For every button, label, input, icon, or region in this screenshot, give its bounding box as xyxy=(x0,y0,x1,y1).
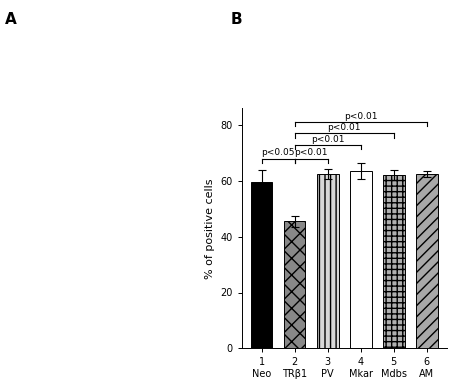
Text: A: A xyxy=(5,12,16,27)
Bar xyxy=(382,175,404,348)
Text: p<0.01: p<0.01 xyxy=(343,112,377,121)
Text: p<0.01: p<0.01 xyxy=(310,135,344,144)
Y-axis label: % of positive cells: % of positive cells xyxy=(204,178,214,279)
Text: p<0.01: p<0.01 xyxy=(327,123,360,132)
Bar xyxy=(316,174,338,348)
Bar xyxy=(283,221,305,348)
Bar xyxy=(250,182,272,348)
Bar xyxy=(415,174,437,348)
Bar xyxy=(349,171,371,348)
Text: p<0.01: p<0.01 xyxy=(294,149,327,158)
Text: p<0.05: p<0.05 xyxy=(261,149,294,158)
Text: B: B xyxy=(230,12,241,27)
